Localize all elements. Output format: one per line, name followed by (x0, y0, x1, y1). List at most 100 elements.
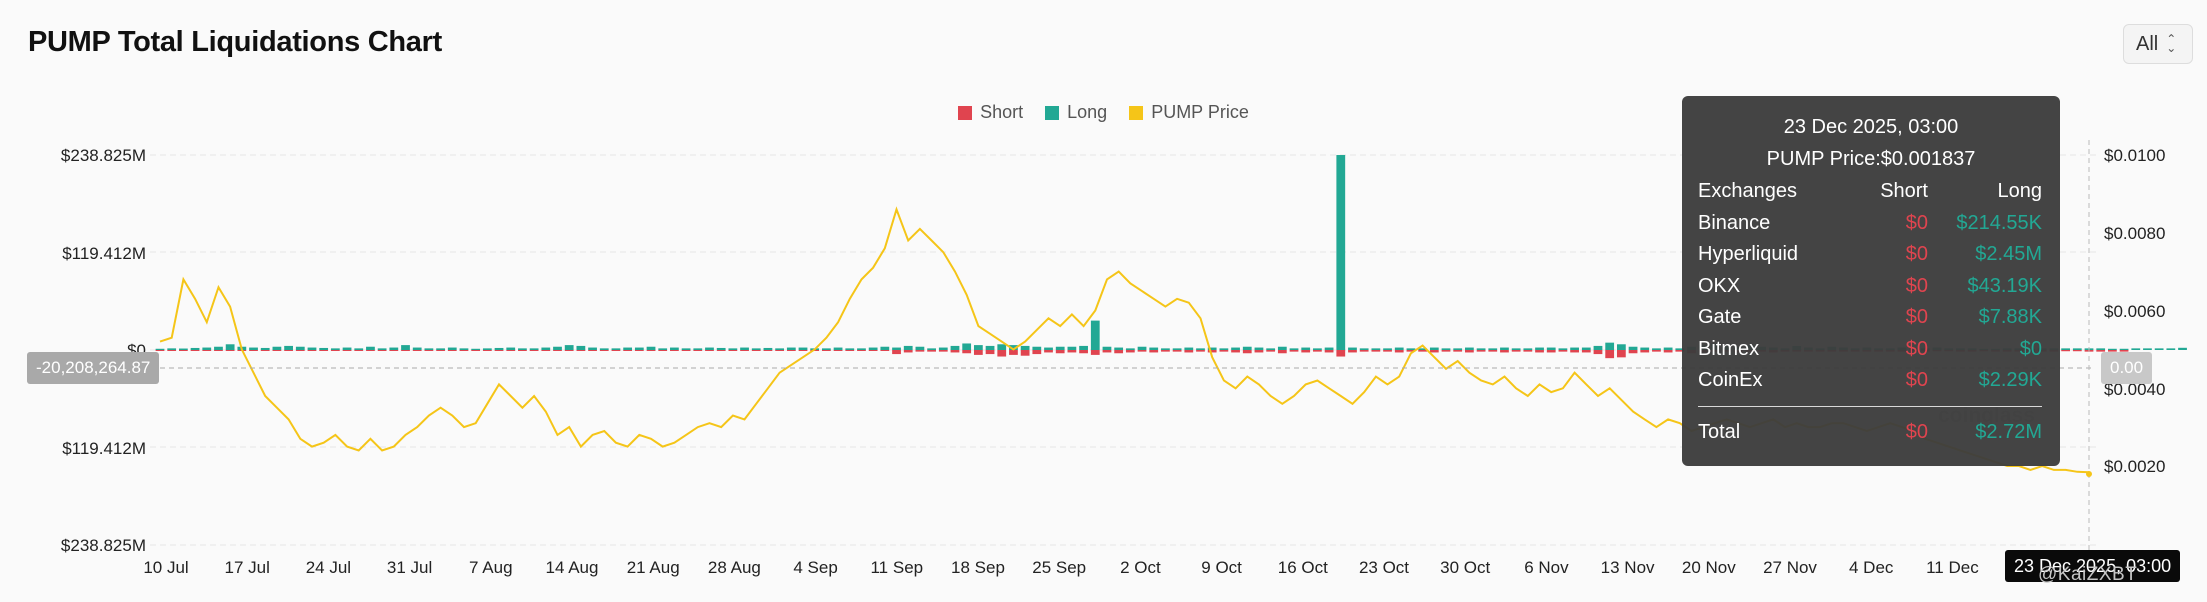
short-bar (716, 350, 726, 351)
tooltip-short: $0 (1905, 369, 1928, 391)
short-bar (728, 350, 738, 351)
short-bar (272, 350, 282, 351)
x-tick-label: 24 Jul (306, 558, 351, 577)
long-bar (553, 346, 562, 350)
short-bar (599, 350, 609, 351)
short-bar (868, 350, 878, 351)
short-bar (670, 350, 679, 351)
short-bar (225, 350, 235, 351)
short-bar (763, 350, 773, 351)
tooltip-total-short: $0 (1905, 421, 1928, 443)
tooltip-row: Gate $0 $7.88K (1698, 306, 2042, 336)
long-bar (973, 345, 983, 350)
long-bar (389, 347, 399, 350)
y-tick-right-1: $0.0080 (2104, 224, 2165, 243)
long-bar (2096, 348, 2106, 350)
long-bar (2072, 348, 2082, 350)
legend-label-short: Short (980, 102, 1024, 122)
short-bar (1242, 350, 1252, 354)
short-bar (307, 350, 317, 351)
short-bar (354, 350, 364, 351)
tooltip-row: Binance $0 $214.55K (1698, 212, 2042, 242)
legend-item-price[interactable]: PUMP Price (1129, 102, 1249, 123)
chevron-up-down-icon: ⌃ ⌄ (2166, 32, 2177, 55)
long-bar (342, 347, 352, 350)
short-bar (1675, 350, 1685, 352)
long-bar (249, 347, 258, 350)
tooltip-price: PUMP Price:$0.001837 (1766, 148, 1976, 170)
long-bar (1663, 347, 1673, 350)
long-bar (518, 348, 527, 350)
long-bar (997, 344, 1007, 350)
long-bar (611, 348, 621, 350)
tooltip-row: Hyperliquid $0 $2.45M (1698, 243, 2042, 273)
short-bar (962, 350, 972, 354)
short-bar (1383, 350, 1392, 352)
short-bar (494, 350, 504, 351)
short-bar (1394, 350, 1404, 353)
long-bar (950, 345, 960, 350)
long-bar (307, 347, 317, 350)
long-bar (412, 347, 422, 350)
legend-item-long[interactable]: Long (1045, 102, 1107, 123)
short-bar (1359, 350, 1369, 352)
short-bar (167, 350, 177, 351)
short-bar (588, 350, 597, 351)
long-bar (1313, 348, 1322, 350)
y-axis-right: $0.0100 $0.0080 $0.0060 $0.0040 $0.0020 (2104, 146, 2165, 476)
short-bar (295, 350, 305, 351)
long-bar (214, 346, 223, 350)
author-watermark: @KaiZXBT (2038, 564, 2138, 585)
crosshair-right-value: 0.00 (2101, 352, 2153, 384)
short-bar (541, 350, 551, 351)
short-bar (1009, 350, 1018, 355)
long-bar (1441, 348, 1451, 350)
x-tick-label: 2 Oct (1120, 558, 1161, 577)
short-bar (1652, 350, 1661, 352)
short-bar (155, 350, 165, 351)
short-bar (202, 350, 212, 351)
short-bar (1137, 350, 1147, 352)
short-bar (1663, 350, 1673, 353)
long-bar (1348, 347, 1357, 350)
legend-label-long: Long (1067, 102, 1108, 122)
long-bar (167, 348, 177, 350)
short-bar (1429, 350, 1439, 353)
tooltip-header-exchange: Exchanges (1698, 180, 1797, 202)
y-tick-right-3: $0.0040 (2104, 380, 2165, 399)
long-bar (1535, 347, 1544, 350)
tooltip-short: $0 (1905, 275, 1928, 297)
long-bar (670, 347, 679, 350)
short-bar (1313, 350, 1322, 352)
long-bar (1125, 348, 1135, 350)
tooltip-long: $2.45M (1975, 243, 2042, 265)
short-bar (1406, 350, 1416, 352)
short-bar (915, 350, 925, 352)
long-bar (494, 347, 504, 350)
long-bar (1593, 345, 1603, 350)
long-bar (821, 348, 831, 350)
x-tick-label: 7 Aug (469, 558, 513, 577)
long-bar (2061, 348, 2071, 350)
long-bar (401, 345, 410, 350)
short-bar (1546, 350, 1556, 353)
short-bar (857, 350, 866, 351)
long-bar (1476, 348, 1486, 350)
y-tick-right-2: $0.0060 (2104, 302, 2165, 321)
long-bar (1196, 348, 1205, 350)
long-bar (295, 346, 305, 350)
short-bar (938, 350, 948, 352)
long-bar (740, 347, 749, 350)
long-bar (1009, 345, 1018, 350)
short-bar (693, 350, 703, 351)
tooltip-row: Bitmex $0 $0 (1698, 338, 2042, 368)
long-bar (1055, 346, 1065, 350)
long-bar (1172, 348, 1182, 350)
range-select[interactable]: All ⌃ ⌄ (2123, 24, 2193, 64)
x-tick-label: 27 Nov (1763, 558, 1817, 577)
long-bar (529, 348, 539, 350)
long-bar (705, 347, 714, 350)
legend-item-short[interactable]: Short (958, 102, 1023, 123)
long-bar (1020, 345, 1030, 350)
